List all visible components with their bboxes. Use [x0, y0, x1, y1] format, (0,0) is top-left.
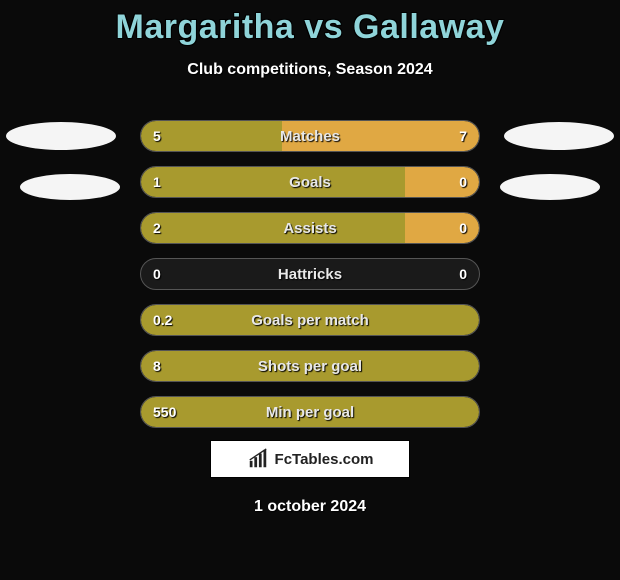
stat-row: Shots per goal8 [140, 350, 480, 382]
stat-bar-right [405, 213, 479, 243]
stat-row: Hattricks0 0 [140, 258, 480, 290]
date-label: 1 october 2024 [0, 498, 620, 516]
stat-bar-left [141, 351, 479, 381]
stat-row: Min per goal550 [140, 396, 480, 428]
player-right-avatar [504, 122, 614, 150]
stat-bar-right [282, 121, 479, 151]
stat-value-right: 0 [459, 259, 467, 289]
team-right-avatar [500, 174, 600, 200]
player-left-avatar [6, 122, 116, 150]
stat-row: Matches57 [140, 120, 480, 152]
stat-bar-left [141, 167, 405, 197]
stat-label: Hattricks [141, 259, 479, 289]
stat-row: Assists20 [140, 212, 480, 244]
stat-bar-left [141, 121, 282, 151]
brand-label: FcTables.com [275, 451, 374, 468]
team-left-avatar [20, 174, 120, 200]
stat-bar-right [405, 167, 479, 197]
comparison-title: Margaritha vs Gallaway [0, 0, 620, 47]
stat-bar-left [141, 397, 479, 427]
brand-badge: FcTables.com [210, 440, 410, 478]
stat-row: Goals per match0.2 [140, 304, 480, 336]
stat-row: Goals10 [140, 166, 480, 198]
comparison-subtitle: Club competitions, Season 2024 [0, 61, 620, 79]
chart-icon [247, 448, 269, 470]
stat-bar-left [141, 305, 479, 335]
stat-value-left: 0 [153, 259, 161, 289]
stats-bars: Matches57 Goals10 Assists20 Hattricks0 0 Goal… [140, 120, 480, 442]
stat-bar-left [141, 213, 405, 243]
